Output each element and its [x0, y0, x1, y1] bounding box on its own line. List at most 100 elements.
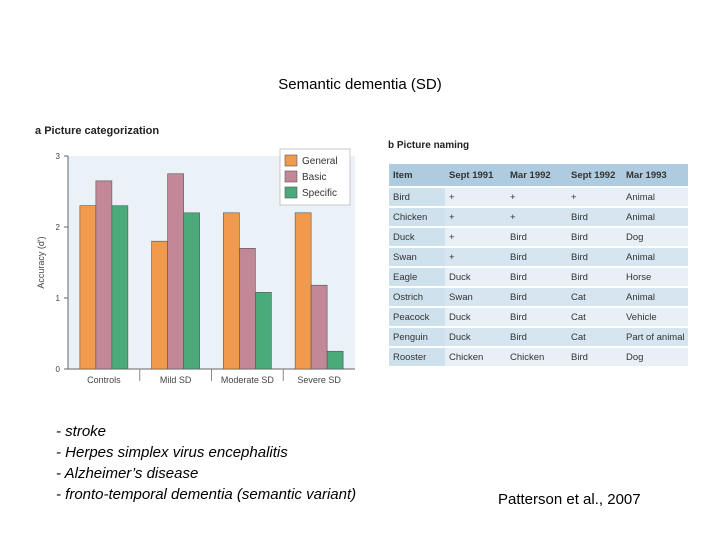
table-cell: Bird: [506, 227, 567, 248]
x-tick-label: Controls: [87, 375, 121, 385]
x-tick-label: Moderate SD: [221, 375, 275, 385]
bar-general: [223, 212, 240, 370]
legend-swatch: [284, 170, 298, 183]
x-tick-label: Mild SD: [160, 375, 192, 385]
table-cell: Bird: [506, 327, 567, 348]
bullet-item: - Alzheimer’s disease: [56, 465, 199, 482]
table-cell: Cat: [567, 307, 622, 328]
table-cell: Rooster: [389, 347, 445, 368]
y-tick-label: 2: [56, 223, 61, 232]
col-header-sept-1992: Sept 1992: [567, 164, 622, 188]
table-row: Duck + Bird Bird Dog: [389, 227, 688, 248]
table-cell: Bird: [506, 287, 567, 308]
table-cell: Vehicle: [622, 307, 688, 328]
table-body: Bird + + + Animal Chicken + + Bird Animal Duck + Bir…: [389, 187, 688, 368]
table-cell: +: [445, 187, 506, 208]
panel-b-heading: b Picture naming: [388, 140, 469, 151]
table-cell: Duck: [445, 267, 506, 288]
table-cell: Chicken: [389, 207, 445, 228]
table-cell: Horse: [622, 267, 688, 288]
col-header-item: Item: [389, 164, 445, 188]
bar-general: [151, 240, 168, 370]
table-cell: Dog: [622, 347, 688, 368]
naming-table-container: Item Sept 1991 Mar 1992 Sept 1992 Mar 19…: [389, 164, 688, 368]
table-row: Rooster Chicken Chicken Bird Dog: [389, 347, 688, 368]
legend-label: Basic: [302, 172, 326, 183]
table-cell: Peacock: [389, 307, 445, 328]
table-row: Swan + Bird Bird Animal: [389, 247, 688, 268]
table-cell: Swan: [389, 247, 445, 268]
bullet-list: - stroke - Herpes simplex virus encephal…: [56, 421, 356, 505]
table-row: Chicken + + Bird Animal: [389, 207, 688, 228]
table-cell: Bird: [567, 227, 622, 248]
table-cell: Bird: [506, 267, 567, 288]
table-cell: +: [445, 227, 506, 248]
table-cell: Penguin: [389, 327, 445, 348]
legend-swatch: [284, 154, 298, 167]
y-axis-label: Accuracy (d′): [36, 236, 46, 288]
table-cell: Bird: [389, 187, 445, 208]
naming-table: Item Sept 1991 Mar 1992 Sept 1992 Mar 19…: [389, 164, 688, 368]
bullet-item: - stroke: [56, 423, 107, 440]
bar-basic: [239, 248, 256, 370]
table-cell: Cat: [567, 287, 622, 308]
table-cell: +: [445, 207, 506, 228]
table-header-row: Item Sept 1991 Mar 1992 Sept 1992 Mar 19…: [389, 164, 688, 188]
table-cell: Cat: [567, 327, 622, 348]
panel-a-title: Picture categorization: [44, 125, 160, 137]
panel-b-title: Picture naming: [396, 140, 470, 151]
table-cell: Animal: [622, 207, 688, 228]
panel-b-label: b: [388, 140, 395, 151]
table-cell: Duck: [389, 227, 445, 248]
bar-specific: [183, 212, 200, 370]
legend-label: Specific: [302, 188, 337, 199]
table-cell: Part of animal: [622, 327, 688, 348]
bar-general: [79, 205, 97, 370]
table-cell: Bird: [567, 247, 622, 268]
legend-swatch: [284, 186, 298, 199]
table-cell: Animal: [622, 187, 688, 208]
table-cell: Bird: [506, 307, 567, 328]
table-row: Peacock Duck Bird Cat Vehicle: [389, 307, 688, 328]
table-cell: Bird: [567, 347, 622, 368]
x-tick-label: Severe SD: [297, 375, 341, 385]
panel-a-label: a: [35, 125, 42, 137]
bar-specific: [111, 205, 129, 370]
citation: Patterson et al., 2007: [498, 491, 641, 508]
table-cell: Eagle: [389, 267, 445, 288]
table-cell: +: [567, 187, 622, 208]
bar-basic: [95, 180, 113, 370]
bar-basic: [167, 173, 184, 370]
bar-general: [294, 212, 312, 370]
table-cell: Dog: [622, 227, 688, 248]
table-cell: Bird: [506, 247, 567, 268]
bar-specific: [255, 292, 272, 370]
table-cell: Bird: [567, 267, 622, 288]
table-row: Ostrich Swan Bird Cat Animal: [389, 287, 688, 308]
bar-specific: [326, 350, 344, 370]
col-header-mar-1993: Mar 1993: [622, 164, 688, 188]
table-row: Eagle Duck Bird Bird Horse: [389, 267, 688, 288]
categorization-chart: 0 1 2 3 Accuracy (d′) Controls Mild SD Moderate…: [36, 148, 355, 385]
slide-title: Semantic dementia (SD): [278, 76, 442, 93]
table-cell: Chicken: [506, 347, 567, 368]
table-cell: +: [506, 187, 567, 208]
table-cell: Animal: [622, 287, 688, 308]
bullet-item: - Herpes simplex virus encephalitis: [56, 444, 288, 461]
y-tick-label: 0: [56, 365, 61, 374]
table-row: Bird + + + Animal: [389, 187, 688, 208]
bar-basic: [310, 284, 328, 370]
table-cell: Duck: [445, 327, 506, 348]
table-cell: Ostrich: [389, 287, 445, 308]
table-cell: Animal: [622, 247, 688, 268]
col-header-mar-1992: Mar 1992: [506, 164, 567, 188]
y-tick-label: 3: [56, 152, 61, 161]
table-cell: Duck: [445, 307, 506, 328]
bullet-item: - fronto-temporal dementia (semantic var…: [56, 486, 357, 503]
panel-a-heading: a Picture categorization: [35, 125, 159, 137]
table-cell: Chicken: [445, 347, 506, 368]
table-cell: Swan: [445, 287, 506, 308]
table-cell: Bird: [567, 207, 622, 228]
table-cell: +: [506, 207, 567, 228]
legend-label: General: [302, 156, 338, 167]
